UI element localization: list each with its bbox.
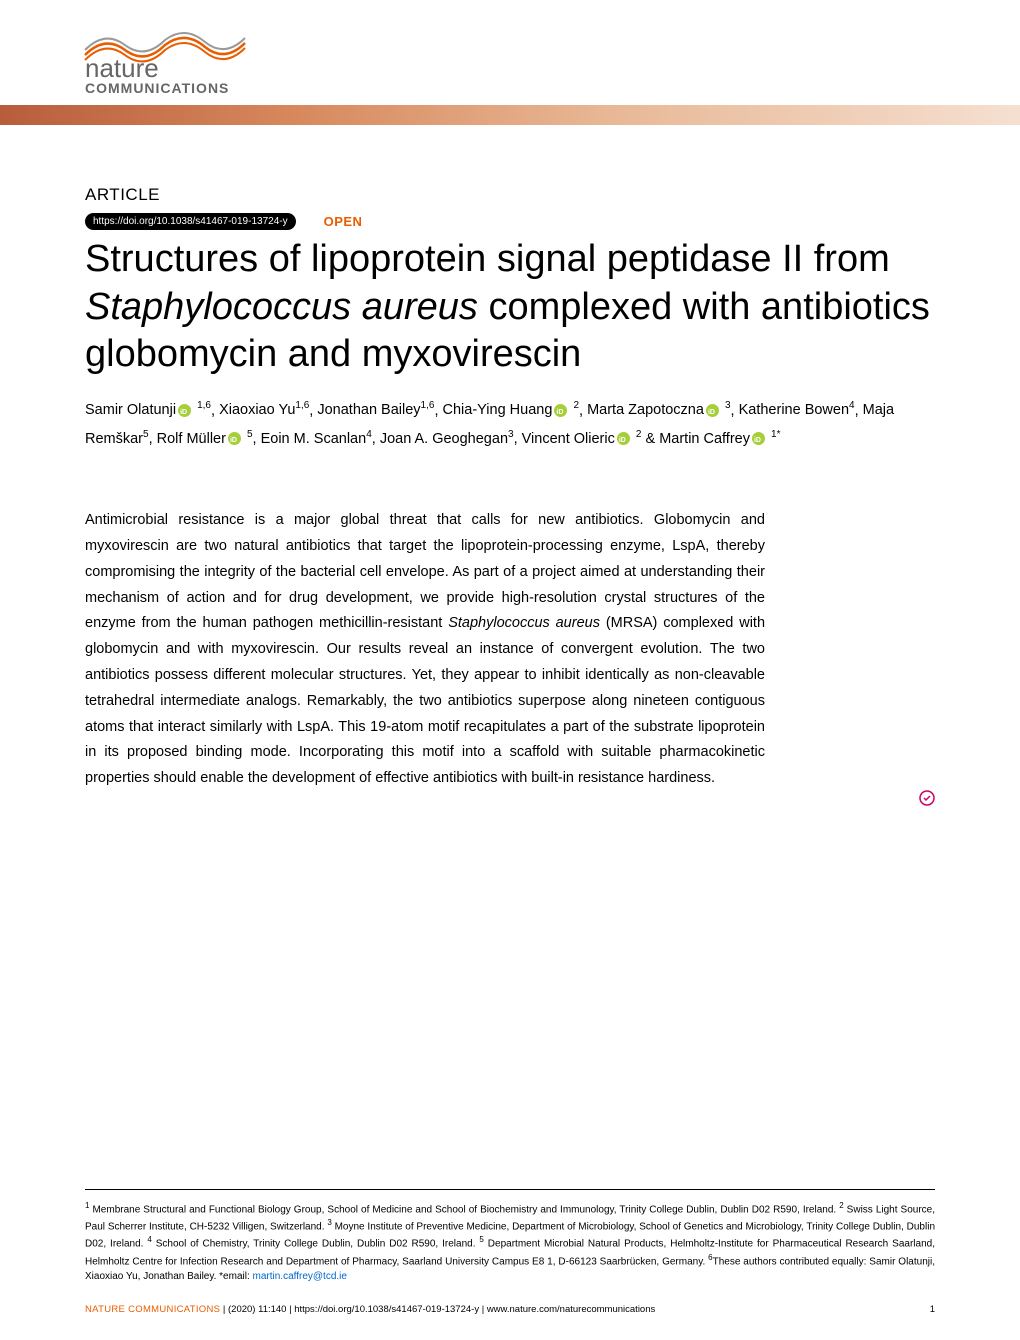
author: Marta Zapotoczna 3: [587, 402, 730, 418]
gradient-divider: [0, 105, 1020, 125]
author: Eoin M. Scanlan4: [261, 431, 372, 447]
article-title: Structures of lipoprotein signal peptida…: [85, 236, 935, 379]
journal-logo: nature COMMUNICATIONS: [0, 0, 1020, 100]
corresponding-email[interactable]: martin.caffrey@tcd.ie: [253, 1271, 347, 1282]
page-number: 1: [930, 1304, 935, 1315]
author-list: Samir Olatunji 1,6, Xiaoxiao Yu1,6, Jona…: [85, 397, 935, 454]
journal-name: NATURE COMMUNICATIONS: [85, 1304, 220, 1315]
svg-text:nature: nature: [85, 53, 159, 83]
footer-citation-bar: NATURE COMMUNICATIONS | (2020) 11:140 | …: [85, 1304, 935, 1315]
author: Jonathan Bailey1,6: [317, 402, 434, 418]
author: Katherine Bowen4: [739, 402, 855, 418]
author: Chia-Ying Huang 2: [443, 402, 579, 418]
orcid-icon[interactable]: [706, 404, 719, 417]
abstract: Antimicrobial resistance is a major glob…: [85, 508, 765, 792]
article-type-label: ARTICLE: [85, 185, 935, 205]
citation-info: | (2020) 11:140 | https://doi.org/10.103…: [220, 1304, 655, 1315]
affiliations: 1 Membrane Structural and Functional Bio…: [85, 1189, 935, 1284]
author: Vincent Olieric 2: [522, 431, 642, 447]
orcid-icon[interactable]: [617, 432, 630, 445]
author: Rolf Müller 5: [157, 431, 253, 447]
author: Joan A. Geoghegan3: [380, 431, 514, 447]
author: Samir Olatunji 1,6: [85, 402, 211, 418]
doi-badge[interactable]: https://doi.org/10.1038/s41467-019-13724…: [85, 213, 296, 230]
svg-text:COMMUNICATIONS: COMMUNICATIONS: [85, 80, 229, 95]
orcid-icon[interactable]: [178, 404, 191, 417]
author: Xiaoxiao Yu1,6: [219, 402, 309, 418]
check-updates-icon[interactable]: [919, 790, 935, 806]
orcid-icon[interactable]: [228, 432, 241, 445]
open-access-label: OPEN: [324, 214, 363, 229]
orcid-icon[interactable]: [554, 404, 567, 417]
orcid-icon[interactable]: [752, 432, 765, 445]
author: Martin Caffrey 1*: [659, 431, 780, 447]
nature-communications-logo: nature COMMUNICATIONS: [75, 20, 295, 95]
